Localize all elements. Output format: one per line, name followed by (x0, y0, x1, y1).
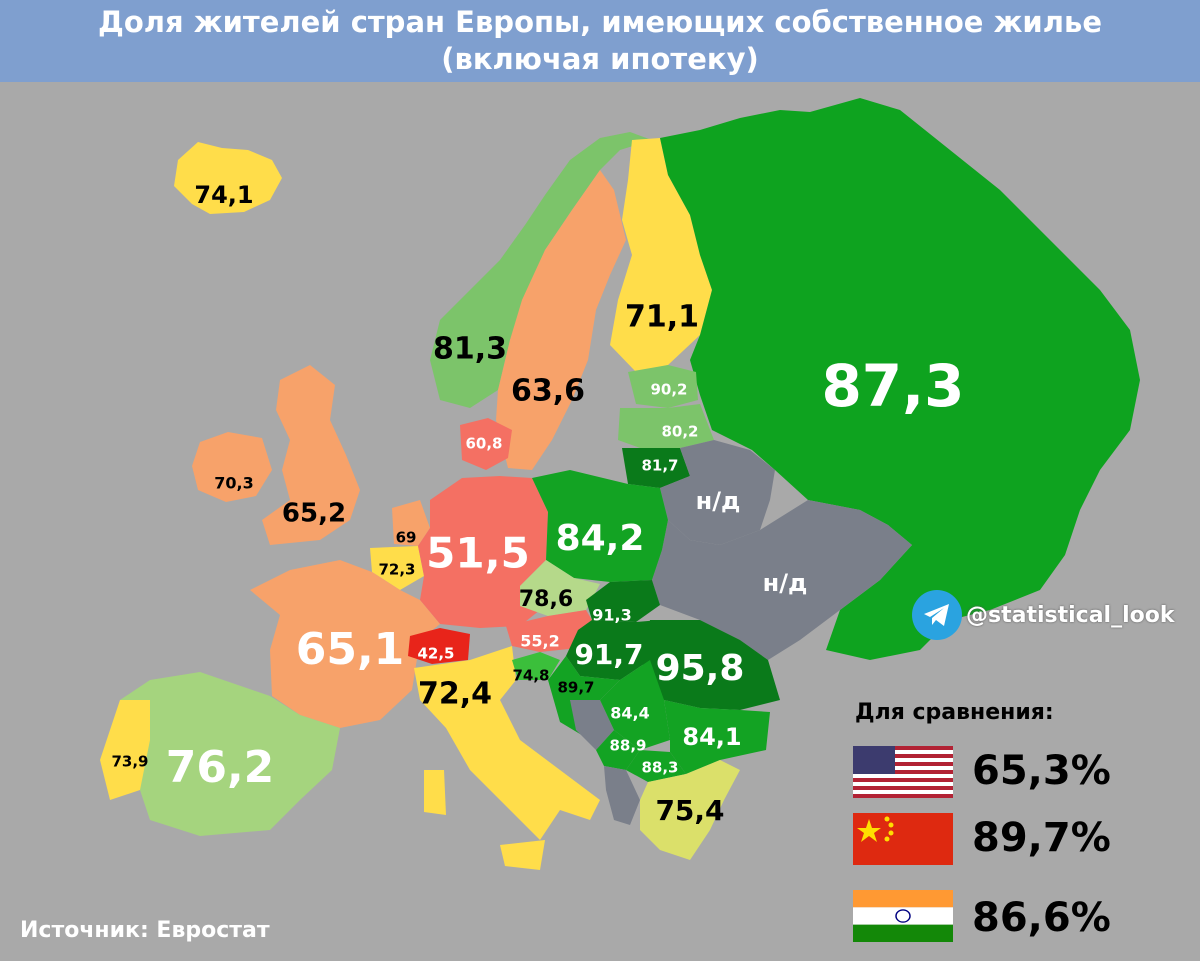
country-spain (120, 672, 340, 836)
label-romania: 95,8 (656, 648, 745, 689)
country-montenegro (596, 730, 640, 770)
label-bulgaria: 84,1 (682, 723, 741, 751)
country-hungary (566, 620, 660, 680)
china-value: 89,7% (972, 815, 1111, 861)
title-line-2: (включая ипотеку) (441, 42, 759, 76)
label-finland: 71,1 (625, 300, 699, 335)
country-latvia (618, 404, 714, 448)
country-lithuania (622, 448, 690, 488)
country-portugal (100, 700, 150, 800)
country-greece (640, 760, 740, 860)
country-bulgaria (664, 700, 770, 774)
label-greece: 75,4 (655, 794, 724, 827)
label-czechia: 78,6 (519, 587, 573, 612)
label-hungary: 91,7 (574, 638, 643, 671)
label-spain: 76,2 (166, 742, 275, 793)
usa-flag (853, 746, 953, 798)
label-latvia: 80,2 (661, 423, 698, 441)
country-norway (430, 132, 652, 408)
label-ireland: 70,3 (214, 474, 253, 493)
comparison-title: Для сравнения: (855, 700, 1054, 725)
title-line-1: Доля жителей стран Европы, имеющих собст… (98, 5, 1102, 39)
label-austria: 55,2 (520, 632, 559, 651)
label-belarus: н/д (696, 487, 741, 515)
label-netherlands: 69 (396, 529, 417, 547)
country-russia (660, 98, 1140, 660)
telegram-handle[interactable]: @statistical_look (966, 602, 1175, 628)
label-switzerland: 42,5 (417, 645, 454, 663)
label-italy: 72,4 (418, 677, 492, 712)
country-slovakia (586, 580, 660, 622)
country-estonia (628, 365, 698, 408)
country-labels: 74,1 81,363,6 71,1 87,3 90,2 80,2 81,7 н/д н/д 60… (111, 181, 964, 827)
island-sardinia (424, 770, 446, 815)
country-croatia (548, 656, 620, 740)
label-belgium: 72,3 (378, 561, 415, 579)
country-belarus (660, 440, 775, 545)
label-slovakia: 91,3 (592, 606, 631, 625)
country-netherlands (392, 500, 430, 546)
country-czechia (520, 560, 600, 616)
island-sicily (500, 840, 545, 870)
label-iceland: 74,1 (194, 181, 253, 209)
country-italy (414, 646, 600, 840)
country-north-macedonia (626, 750, 686, 782)
label-russia: 87,3 (821, 352, 964, 420)
label-portugal: 73,9 (111, 753, 148, 771)
label-norway: 81,3 (433, 332, 507, 367)
telegram-icon[interactable] (912, 590, 962, 640)
label-france: 65,1 (296, 624, 405, 675)
country-slovenia (512, 652, 560, 680)
india-flag (853, 890, 953, 942)
label-sweden: 63,6 (511, 374, 585, 409)
title-bar: Доля жителей стран Европы, имеющих собст… (0, 0, 1200, 82)
country-romania (640, 620, 780, 710)
country-iceland (174, 142, 282, 214)
label-serbia: 84,4 (610, 704, 649, 723)
label-croatia: 89,7 (557, 679, 594, 697)
country-albania (604, 766, 640, 825)
label-montenegro: 88,9 (609, 737, 646, 755)
usa-value: 65,3% (972, 748, 1111, 794)
source-note: Источник: Евростат (20, 918, 270, 943)
label-slovenia: 74,8 (512, 667, 549, 685)
label-uk: 65,2 (282, 499, 346, 529)
country-uk (262, 365, 360, 545)
label-poland: 84,2 (556, 518, 645, 559)
label-north-macedonia: 88,3 (641, 759, 678, 777)
country-austria (506, 610, 592, 652)
label-lithuania: 81,7 (641, 457, 678, 475)
country-sweden (496, 170, 626, 470)
country-serbia (600, 660, 670, 750)
country-switzerland (408, 628, 470, 664)
country-ireland (192, 432, 272, 502)
country-poland (532, 470, 668, 582)
telegram-badge[interactable]: @statistical_look (912, 590, 1175, 640)
label-estonia: 90,2 (650, 381, 687, 399)
country-ukraine (652, 500, 912, 660)
label-denmark: 60,8 (465, 435, 502, 453)
country-belgium (370, 546, 424, 590)
india-value: 86,6% (972, 895, 1111, 941)
europe-map: 74,1 81,363,6 71,1 87,3 90,2 80,2 81,7 н/д н/д 60… (100, 98, 1140, 870)
country-finland (610, 138, 712, 372)
label-ukraine: н/д (763, 569, 808, 597)
label-germany: 51,5 (426, 529, 530, 578)
country-denmark (460, 418, 512, 470)
china-flag (853, 813, 953, 865)
country-germany (418, 476, 548, 628)
country-france (250, 560, 440, 728)
country-bosnia (570, 700, 614, 750)
